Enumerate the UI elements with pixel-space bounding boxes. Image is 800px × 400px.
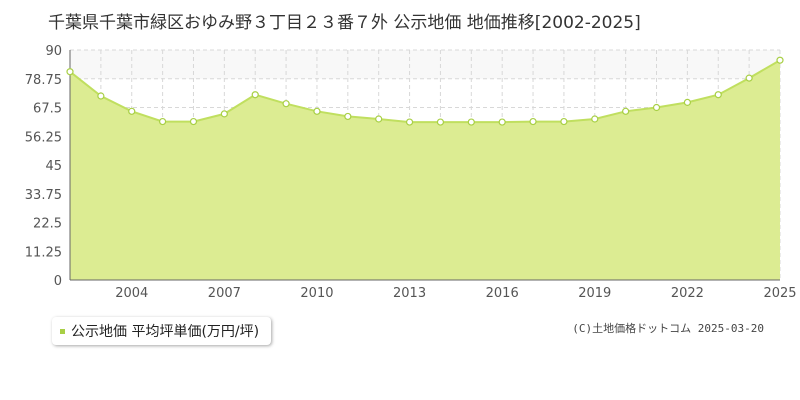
x-tick-label: 2007 xyxy=(208,286,241,301)
x-axis-labels: 2004 2007 2010 2013 2016 2019 2022 2025 xyxy=(115,286,796,301)
x-tick-label: 2013 xyxy=(393,286,426,301)
x-tick-label: 2019 xyxy=(578,286,611,301)
data-point xyxy=(128,107,136,115)
data-point xyxy=(313,107,321,115)
y-axis-labels: 0 11.25 22.5 33.75 45 56.25 67.5 78.75 90 xyxy=(25,44,62,289)
area-fill xyxy=(70,60,780,281)
data-point xyxy=(622,107,630,115)
y-tick-label: 90 xyxy=(45,44,62,59)
axes xyxy=(69,50,780,281)
data-point xyxy=(189,117,198,126)
data-point xyxy=(560,117,568,126)
y-tick-label: 22.5 xyxy=(33,217,62,232)
data-point xyxy=(652,103,661,112)
data-point xyxy=(498,118,506,126)
x-tick-label: 2016 xyxy=(486,286,519,301)
data-point xyxy=(436,118,445,126)
data-point xyxy=(66,68,74,76)
data-point xyxy=(251,91,259,99)
data-point xyxy=(745,74,753,82)
y-tick-label: 33.75 xyxy=(25,188,62,203)
legend: 公示地価 平均坪単価(万円/坪) xyxy=(52,317,272,345)
data-point xyxy=(683,98,691,106)
data-point xyxy=(220,110,228,118)
x-tick-label: 2025 xyxy=(763,286,796,301)
y-tick-label: 78.75 xyxy=(25,73,62,88)
data-point xyxy=(591,115,599,123)
y-tick-label: 11.25 xyxy=(25,245,62,260)
data-points xyxy=(66,56,784,126)
data-point xyxy=(375,115,383,123)
y-tick-label: 0 xyxy=(54,274,62,289)
x-tick-label: 2004 xyxy=(115,286,148,301)
data-point xyxy=(714,91,722,99)
data-point xyxy=(776,56,784,64)
data-point xyxy=(97,92,105,100)
y-tick-label: 45 xyxy=(45,159,62,174)
data-point xyxy=(467,118,475,126)
y-tick-label: 67.5 xyxy=(33,102,62,117)
y-tick-label: 56.25 xyxy=(25,130,62,145)
data-point xyxy=(344,112,352,121)
legend-swatch xyxy=(60,328,65,334)
data-point xyxy=(405,118,414,126)
legend-label: 公示地価 平均坪単価(万円/坪) xyxy=(71,324,260,340)
series-line xyxy=(69,59,781,124)
x-tick-label: 2022 xyxy=(671,286,704,301)
data-point xyxy=(159,117,167,126)
chart-title: 千葉県千葉市緑区おゆみ野３丁目２３番７外 公示地価 地価推移[2002-2025… xyxy=(48,13,641,33)
copyright: (C)土地価格ドットコム 2025-03-20 xyxy=(572,322,764,335)
data-point xyxy=(282,100,290,108)
upper-band xyxy=(70,50,780,79)
x-tick-label: 2010 xyxy=(300,286,333,301)
data-point xyxy=(529,117,537,126)
